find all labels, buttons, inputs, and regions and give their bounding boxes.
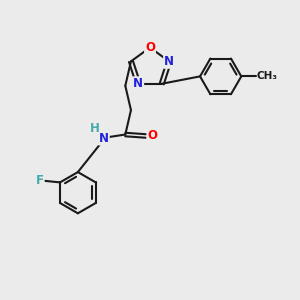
Text: CH₃: CH₃ (256, 71, 278, 81)
Text: H: H (90, 122, 100, 134)
Text: O: O (147, 130, 158, 142)
Text: O: O (145, 41, 155, 54)
Text: F: F (35, 174, 44, 188)
Text: N: N (99, 131, 109, 145)
Text: N: N (133, 77, 143, 90)
Text: N: N (164, 55, 174, 68)
